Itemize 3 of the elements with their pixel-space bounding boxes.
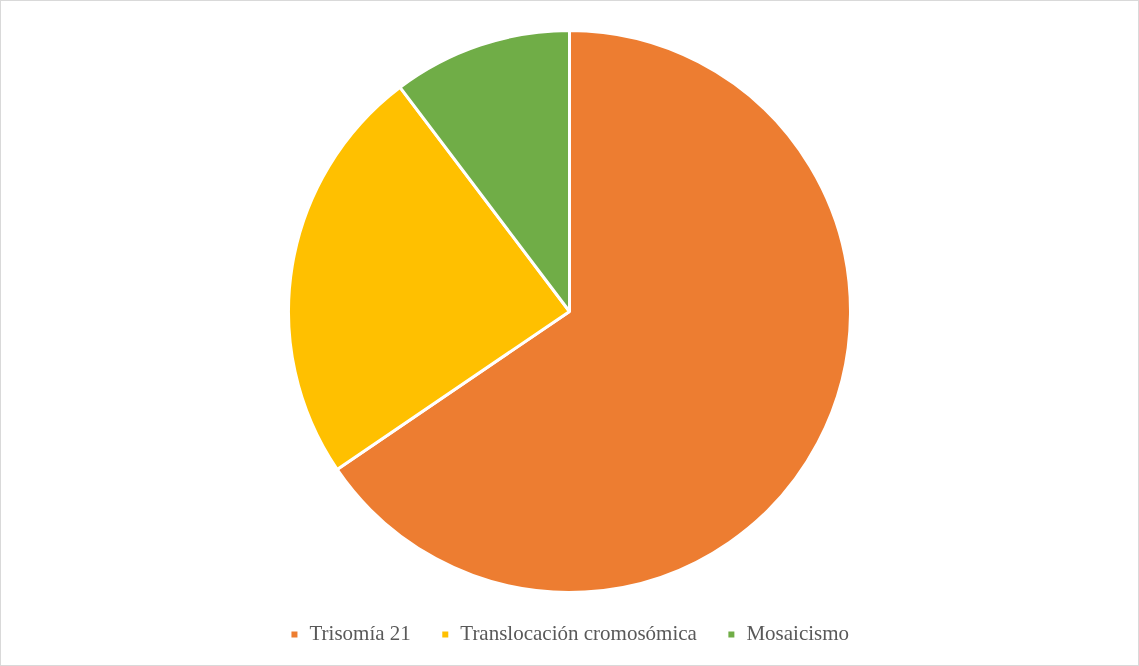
legend-label: Trisomía 21 <box>309 621 411 646</box>
legend-label: Translocación cromosómica <box>460 621 698 646</box>
legend-label: Mosaicismo <box>746 621 850 646</box>
